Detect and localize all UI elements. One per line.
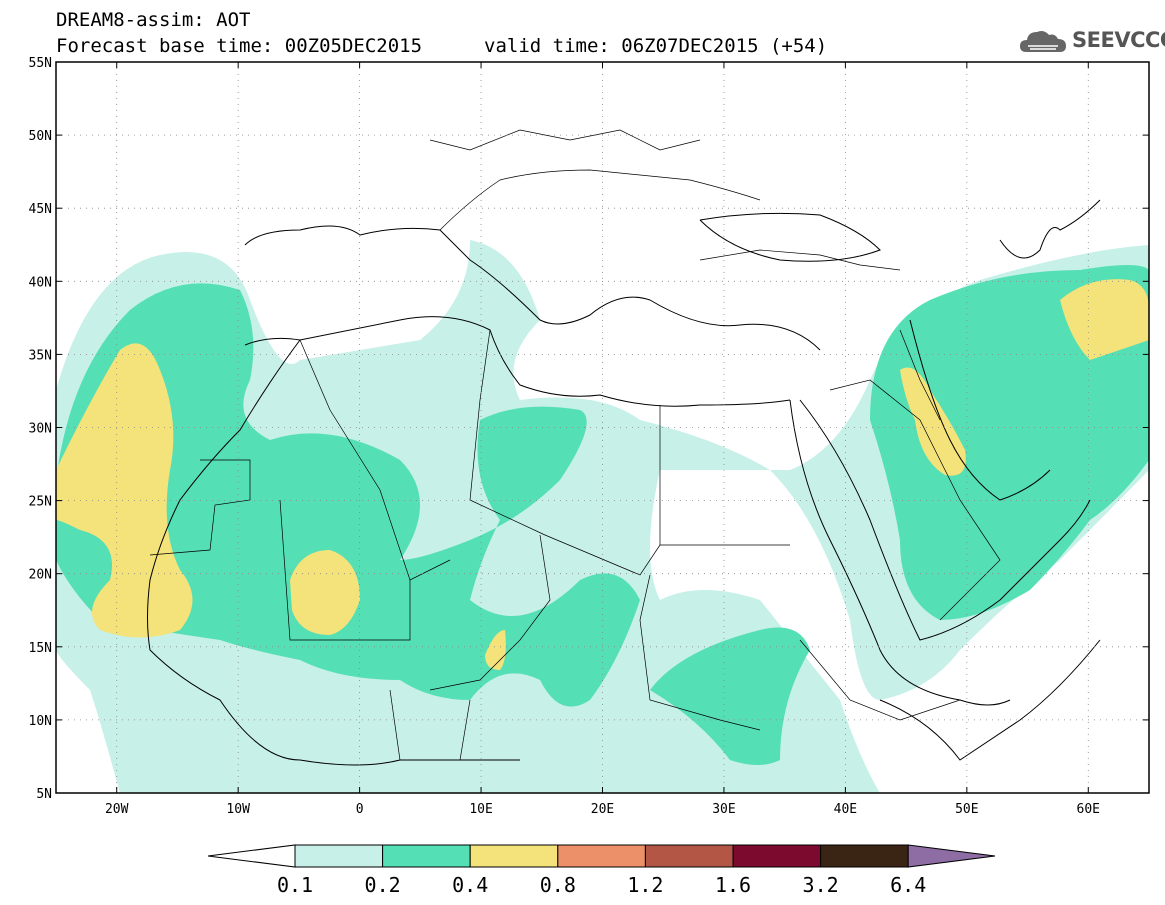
- lon-label: 10E: [469, 802, 492, 817]
- border-europe-north: [439, 169, 761, 231]
- aot-field-high-iran: [1060, 279, 1149, 360]
- lon-label: 20E: [591, 802, 614, 817]
- valid-time: valid time: 06Z07DEC2015 (+54): [484, 35, 828, 57]
- graticule: [56, 62, 1149, 793]
- coastline-arabia: [799, 399, 1091, 641]
- longitude-labels: 20W 10W 0 10E 20E 30E 40E 50E 60E: [105, 62, 1100, 817]
- colorbar-label: 6.4: [890, 873, 926, 897]
- colorbar-cell: [644, 844, 734, 868]
- lon-label: 10W: [226, 802, 250, 817]
- coastline-caspian: [999, 199, 1101, 259]
- logo-text: SEEVCCC: [1072, 28, 1165, 52]
- lat-label: 30N: [29, 422, 52, 437]
- lon-label: 40E: [834, 802, 857, 817]
- coastline-europe: [244, 225, 821, 351]
- coastline-east-africa: [879, 639, 1101, 761]
- lat-label: 35N: [29, 348, 52, 363]
- lat-label: 10N: [29, 714, 52, 729]
- lat-label: 15N: [29, 641, 52, 656]
- forecast-base-time: Forecast base time: 00Z05DEC2015: [56, 35, 423, 57]
- aot-field-high-atlantic: [56, 343, 193, 638]
- border-algeria: [299, 339, 451, 581]
- lat-label: 5N: [36, 787, 52, 802]
- aot-field-high-chad: [485, 630, 506, 670]
- colorbar-label: 0.2: [365, 873, 401, 897]
- colorbar-label: 0.1: [277, 873, 313, 897]
- colorbar-cell: [820, 844, 909, 868]
- border-egypt: [659, 405, 790, 546]
- lat-label: 25N: [29, 495, 52, 510]
- cloud-icon: [1020, 31, 1066, 52]
- border-mauritania: [149, 459, 251, 556]
- colorbar-cell: [557, 844, 646, 868]
- coastline-west-africa: [147, 339, 520, 766]
- colorbar-label: 1.2: [627, 873, 663, 897]
- lon-label: 20W: [105, 802, 129, 817]
- country-borders: [149, 129, 1001, 761]
- coastline-black-sea: [699, 212, 881, 262]
- lon-label: 0: [356, 802, 364, 817]
- lat-label: 55N: [29, 56, 52, 71]
- border-nigeria: [389, 689, 471, 761]
- colorbar-label: 1.6: [715, 873, 751, 897]
- aot-field-medium-east: [870, 265, 1149, 620]
- map-title: DREAM8-assim: AOT: [56, 9, 251, 31]
- coastline-persian-gulf: [909, 319, 1051, 501]
- lat-label: 40N: [29, 275, 52, 290]
- aot-field-medium-sudan: [650, 627, 810, 765]
- border-sudan: [639, 574, 761, 731]
- seevccc-logo: SEEVCCC: [1018, 26, 1165, 56]
- lon-label: 30E: [712, 802, 735, 817]
- aot-field-high-gulf: [900, 367, 966, 476]
- aot-field-high-mali: [290, 550, 360, 635]
- lat-label: 50N: [29, 129, 52, 144]
- lat-label: 45N: [29, 202, 52, 217]
- colorbar-cell: [469, 844, 559, 868]
- lat-label: 20N: [29, 568, 52, 583]
- aot-fields: [56, 240, 1149, 793]
- border-mali: [279, 499, 411, 641]
- border-europe-central: [429, 129, 701, 151]
- lon-label: 50E: [955, 802, 978, 817]
- coastline-red-sea: [789, 399, 1011, 706]
- colorbar-cell: [732, 844, 822, 868]
- border-libya: [469, 329, 661, 576]
- border-saudi: [829, 379, 1001, 621]
- lon-label: 60E: [1077, 802, 1100, 817]
- border-iran-iraq: [899, 329, 941, 421]
- colorbar-cell: [382, 844, 471, 868]
- border-turkey: [699, 249, 901, 271]
- colorbar-arrow-low: [207, 844, 296, 868]
- colorbar: 0.1 0.2 0.4 0.8 1.2 1.6 3.2 6.4: [207, 844, 996, 897]
- colorbar-label: 3.2: [803, 873, 839, 897]
- border-ethiopia: [799, 639, 961, 721]
- coastline-north-africa: [244, 316, 791, 407]
- colorbar-label: 0.8: [540, 873, 576, 897]
- latitude-labels: 55N 50N 45N 40N 35N 30N 25N 20N 15N 10N 5N: [29, 56, 1149, 802]
- border-chad-niger: [429, 534, 551, 691]
- colorbar-arrow-high: [907, 844, 996, 868]
- aot-field-medium: [56, 283, 640, 707]
- colorbar-cell: [294, 844, 384, 868]
- coastlines: [147, 199, 1101, 766]
- colorbar-label: 0.4: [452, 873, 488, 897]
